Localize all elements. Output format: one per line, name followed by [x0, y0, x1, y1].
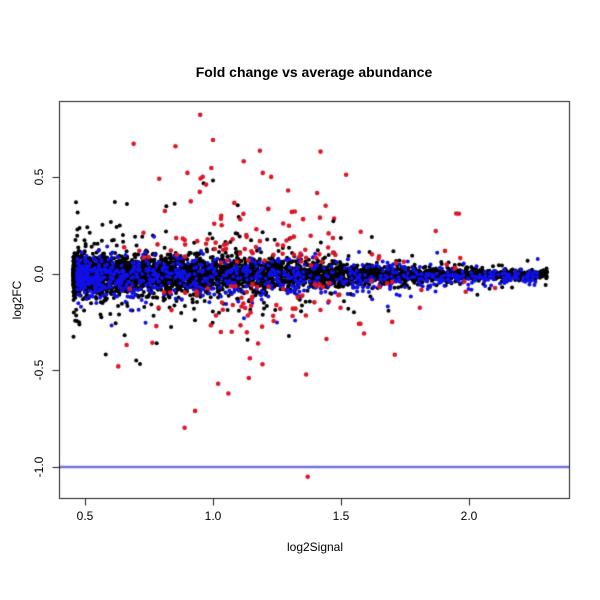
y-tick-label--0.5: -0.5 — [32, 359, 46, 381]
x-tick-label-1.5: 1.5 — [332, 509, 350, 523]
x-tick-label-0.5: 0.5 — [76, 509, 94, 523]
chart-title: Fold change vs average abundance — [195, 64, 433, 80]
x-tick-label-2.0: 2.0 — [460, 509, 478, 523]
y-tick-label-0.5: 0.5 — [32, 168, 46, 186]
y-tick-label-0.0: 0.0 — [32, 265, 46, 282]
y-tick-label--1.0: -1.0 — [32, 456, 46, 478]
y-axis-label: log2FC — [10, 280, 24, 320]
x-tick-label-1.0: 1.0 — [204, 509, 222, 523]
x-axis-label: log2Signal — [286, 540, 344, 554]
